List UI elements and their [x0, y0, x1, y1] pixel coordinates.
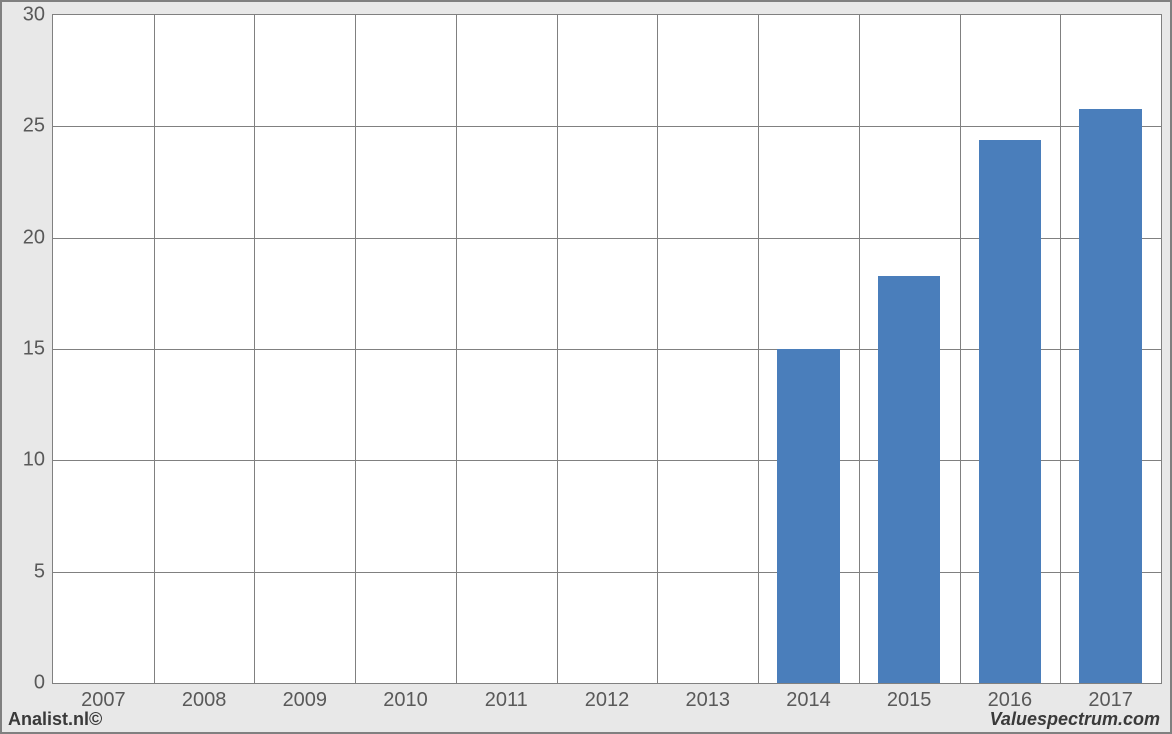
y-tick-label: 5: [34, 560, 45, 583]
y-tick-label: 0: [34, 672, 45, 695]
footer-left-credit: Analist.nl©: [8, 709, 102, 730]
gridline-vertical: [859, 15, 860, 683]
x-tick-label: 2012: [585, 689, 630, 712]
x-tick-label: 2014: [786, 689, 831, 712]
gridline-vertical: [960, 15, 961, 683]
x-tick-label: 2010: [383, 689, 428, 712]
plot-area: 0510152025302007200820092010201120122013…: [52, 14, 1162, 684]
gridline-vertical: [254, 15, 255, 683]
x-tick-label: 2011: [485, 689, 528, 712]
x-tick-label: 2013: [685, 689, 730, 712]
y-tick-label: 15: [23, 338, 45, 361]
gridline-vertical: [1060, 15, 1061, 683]
y-tick-label: 30: [23, 4, 45, 27]
y-tick-label: 10: [23, 449, 45, 472]
x-tick-label: 2008: [182, 689, 227, 712]
x-tick-label: 2009: [283, 689, 328, 712]
gridline-vertical: [456, 15, 457, 683]
bar: [777, 349, 839, 683]
bar: [878, 276, 940, 683]
footer-right-credit: Valuespectrum.com: [990, 709, 1160, 730]
y-tick-label: 20: [23, 226, 45, 249]
gridline-horizontal: [53, 126, 1161, 127]
chart-container: 0510152025302007200820092010201120122013…: [0, 0, 1172, 734]
gridline-vertical: [557, 15, 558, 683]
bar: [979, 140, 1041, 683]
gridline-vertical: [355, 15, 356, 683]
gridline-vertical: [154, 15, 155, 683]
x-tick-label: 2015: [887, 689, 932, 712]
gridline-vertical: [657, 15, 658, 683]
gridline-vertical: [758, 15, 759, 683]
bar: [1079, 109, 1141, 683]
y-tick-label: 25: [23, 115, 45, 138]
